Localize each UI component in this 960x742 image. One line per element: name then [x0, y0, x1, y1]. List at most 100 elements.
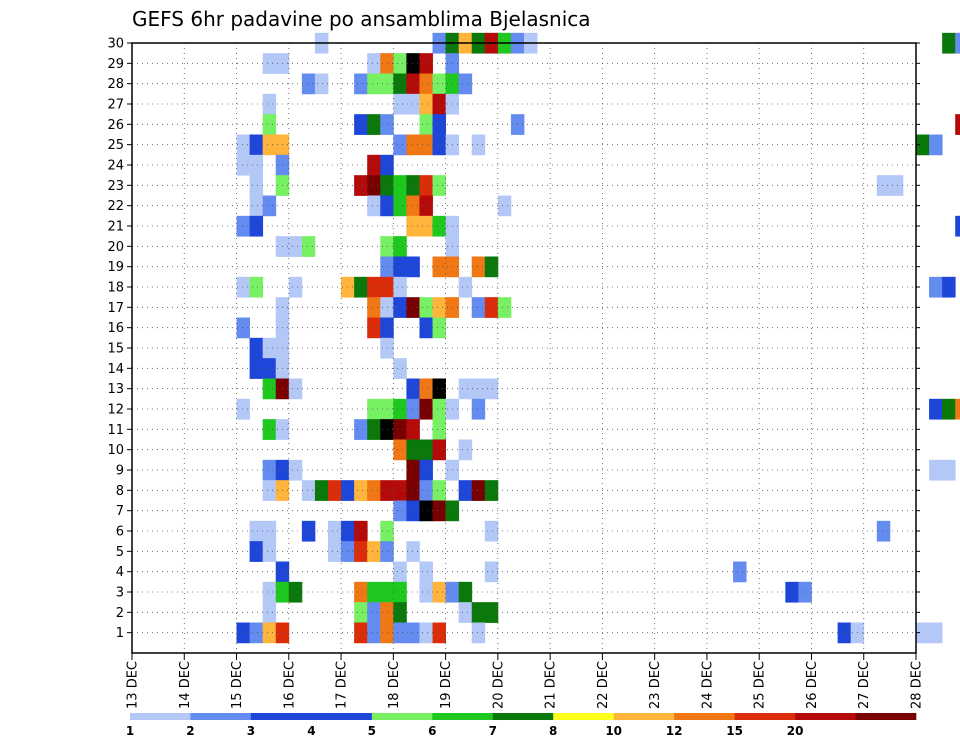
- y-tick-label: 13: [107, 382, 124, 397]
- heatmap-cell: [288, 581, 303, 603]
- colorbar-swatch: [250, 713, 312, 720]
- heatmap-cell: [406, 195, 420, 217]
- heatmap-cell: [458, 602, 473, 623]
- heatmap-cell: [288, 378, 303, 400]
- heatmap-cell: [393, 93, 407, 115]
- heatmap-cell: [393, 419, 407, 440]
- y-tick-label: 29: [107, 57, 124, 72]
- heatmap-cell: [236, 215, 250, 237]
- heatmap-cell: [249, 154, 264, 176]
- heatmap-cell: [406, 53, 420, 74]
- colorbar-label: 2: [186, 724, 194, 738]
- y-tick-label: 9: [116, 464, 124, 479]
- y-tick-label: 11: [107, 423, 124, 438]
- heatmap-cell: [249, 520, 264, 542]
- heatmap-cell: [393, 256, 407, 278]
- heatmap-cell: [432, 175, 446, 196]
- heatmap-cell: [916, 134, 930, 156]
- heatmap-cell: [889, 175, 904, 196]
- heatmap-cell: [249, 276, 264, 298]
- heatmap-cell: [406, 419, 420, 440]
- heatmap-cell: [354, 622, 368, 644]
- heatmap-cell: [249, 195, 264, 217]
- colorbar-swatch: [190, 713, 252, 720]
- heatmap-cell: [458, 73, 473, 95]
- heatmap-cell: [367, 398, 381, 420]
- heatmap-cell: [262, 480, 277, 501]
- heatmap-cell: [367, 276, 381, 298]
- heatmap-cell: [393, 297, 407, 318]
- heatmap-cell: [406, 439, 420, 461]
- heatmap-cell: [432, 317, 446, 339]
- colorbar-swatch: [674, 713, 735, 720]
- heatmap-cell: [955, 114, 960, 135]
- heatmap-cell: [367, 622, 381, 644]
- heatmap-cell: [837, 622, 852, 644]
- y-tick-label: 27: [107, 98, 124, 113]
- heatmap-cell: [419, 73, 433, 95]
- heatmap-cell: [354, 73, 368, 95]
- heatmap-cell: [262, 114, 277, 135]
- colorbar-swatch: [734, 713, 796, 720]
- heatmap-cell: [393, 175, 407, 196]
- heatmap-cell: [249, 622, 264, 644]
- colorbar-label: 15: [726, 724, 743, 738]
- heatmap-cell: [942, 398, 956, 420]
- colorbar-swatch: [432, 713, 494, 720]
- heatmap-cell: [419, 459, 433, 481]
- x-tick-label: 28 DEC: [910, 661, 925, 709]
- y-tick-label: 21: [107, 220, 124, 235]
- heatmap-cell: [942, 459, 956, 481]
- heatmap-cell: [419, 93, 433, 115]
- y-tick-label: 23: [107, 179, 124, 194]
- colorbar-label: 5: [368, 724, 376, 738]
- heatmap-cell: [301, 236, 316, 257]
- heatmap-cell: [262, 622, 277, 644]
- heatmap-cell: [262, 93, 277, 115]
- heatmap-cell: [393, 622, 407, 644]
- heatmap-cell: [471, 297, 486, 318]
- heatmap-cell: [471, 378, 486, 400]
- heatmap-cell: [367, 317, 381, 339]
- x-tick-label: 15 DEC: [230, 661, 245, 709]
- heatmap-cell: [236, 276, 250, 298]
- y-tick-label: 2: [116, 606, 124, 621]
- heatmap-cell: [406, 398, 420, 420]
- heatmap-cell: [497, 297, 512, 318]
- colorbar: 1 2 3 4 5 6 7 8 10 12 15 20: [126, 713, 917, 738]
- heatmap-cell: [393, 561, 407, 583]
- heatmap-cell: [367, 114, 381, 135]
- y-tick-label: 5: [116, 545, 124, 560]
- heatmap-cell: [419, 480, 433, 501]
- heatmap-cell: [419, 114, 433, 135]
- heatmap-cell: [406, 500, 420, 522]
- heatmap-cell: [367, 419, 381, 440]
- colorbar-swatch: [371, 713, 433, 720]
- y-tick-label: 26: [107, 118, 124, 133]
- heatmap-cell: [929, 398, 943, 420]
- heatmap-cell: [458, 581, 473, 603]
- heatmap-cell: [406, 297, 420, 318]
- heatmap-cell: [733, 561, 747, 583]
- heatmap-cell: [393, 398, 407, 420]
- x-axis-ticks: 13 DEC 14 DEC 15 DEC 16 DEC 17 DEC 18 DEC 19 D…: [126, 653, 925, 709]
- heatmap-cell: [288, 276, 303, 298]
- heatmap-cell: [484, 520, 499, 542]
- heatmap-cell: [393, 53, 407, 74]
- heatmap-cell: [249, 337, 264, 359]
- heatmap-cell: [288, 236, 303, 257]
- colorbar-swatch: [553, 713, 614, 720]
- colorbar-swatch: [613, 713, 675, 720]
- heatmap-cell: [432, 297, 446, 318]
- heatmap-cell: [249, 358, 264, 379]
- y-tick-label: 18: [107, 281, 124, 296]
- heatmap-cell: [432, 419, 446, 440]
- y-tick-label: 25: [107, 138, 124, 153]
- colorbar-swatch: [855, 713, 917, 720]
- y-tick-label: 16: [107, 321, 124, 336]
- heatmap-cell: [432, 500, 446, 522]
- heatmap-cell: [367, 73, 381, 95]
- heatmap-cell: [393, 195, 407, 217]
- heatmap-cell: [419, 398, 433, 420]
